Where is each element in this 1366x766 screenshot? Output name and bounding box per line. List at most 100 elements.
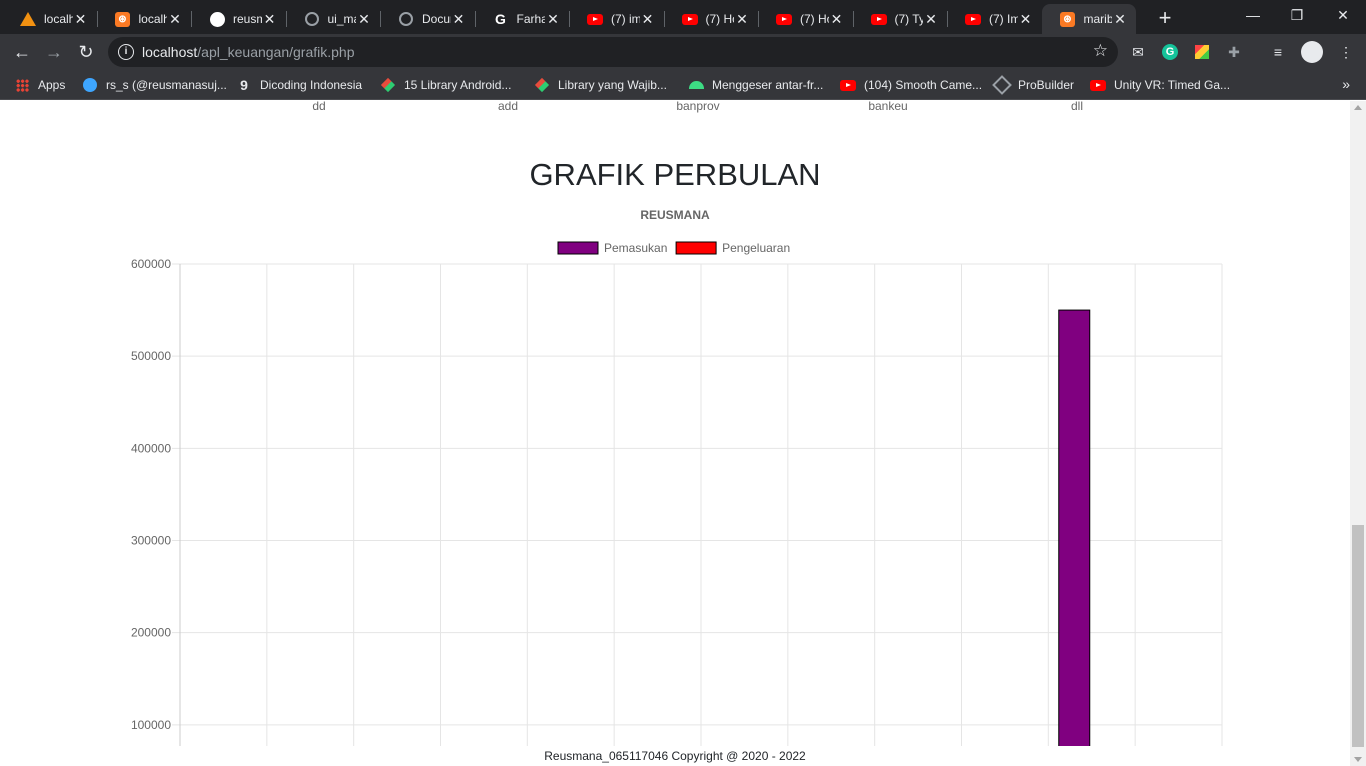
page-scrollbar[interactable]: [1350, 101, 1366, 766]
tab-close-icon[interactable]: ✕: [74, 10, 87, 27]
legend-label-pengeluaran: Pengeluaran: [722, 241, 790, 255]
ruler-icon[interactable]: ✚: [1228, 43, 1240, 60]
dicoding-icon: 9: [240, 77, 248, 93]
tab-close-icon[interactable]: ✕: [641, 10, 654, 27]
bookmark-label: Menggeser antar-fr...: [712, 78, 824, 92]
tab-close-icon[interactable]: ✕: [830, 10, 843, 27]
tab-strip: localh✕⊛localh✕reusm✕ui_ma✕Docur✕GFarhar…: [0, 0, 1366, 34]
tab-close-icon[interactable]: ✕: [925, 10, 937, 27]
youtube-icon: [587, 11, 603, 27]
bookmark-label: ProBuilder: [1018, 78, 1075, 92]
bookmark-star-icon[interactable]: ☆: [1092, 41, 1108, 60]
browser-tab[interactable]: (7) Im ✕: [947, 4, 1042, 34]
bookmark-label: Unity VR: Timed Ga...: [1114, 78, 1231, 92]
previous-chart-label: banprov: [676, 101, 720, 113]
url-text[interactable]: localhost/apl_keuangan/grafik.php: [142, 44, 355, 60]
bookmark-label: Apps: [38, 78, 66, 92]
media-queue-icon[interactable]: ≡: [1273, 44, 1283, 60]
bookmark-item[interactable]: Menggeser antar-fr...: [688, 76, 823, 94]
globe-icon: [398, 11, 414, 27]
tab-title: Docur: [422, 12, 451, 26]
tab-separator: [191, 11, 192, 27]
bookmark-item[interactable]: Apps: [14, 76, 65, 94]
google-icon: G: [495, 11, 506, 27]
youtube-icon: [870, 11, 887, 27]
bookmark-item[interactable]: 9 Dicoding Indonesia: [236, 76, 362, 94]
bookmark-item[interactable]: (104) Smooth Came...: [840, 76, 982, 94]
tab-close-icon[interactable]: ✕: [263, 10, 276, 27]
address-bar[interactable]: i localhost/apl_keuangan/grafik.php ☆: [108, 37, 1118, 67]
browser-tab[interactable]: localh ✕: [2, 4, 97, 34]
scroll-down-icon[interactable]: [1354, 757, 1362, 762]
y-tick-label: 600000: [131, 257, 171, 271]
site-info-icon[interactable]: i: [118, 44, 134, 60]
scroll-up-icon[interactable]: [1354, 105, 1362, 110]
tab-title: reusm: [233, 12, 262, 26]
xampp-icon: ⊛: [1060, 11, 1076, 27]
bookmark-label: Dicoding Indonesia: [260, 78, 363, 92]
globe-icon: [304, 11, 320, 27]
xampp-icon: ⊛: [115, 11, 131, 27]
tab-close-icon[interactable]: ✕: [1019, 10, 1032, 27]
close-window-icon[interactable]: ✕: [1337, 6, 1349, 23]
youtube-icon: [1090, 77, 1106, 93]
color-picker-icon[interactable]: [1192, 42, 1212, 62]
url-host: localhost: [142, 44, 198, 60]
previous-chart-label: dll: [1070, 101, 1084, 113]
browser-toolbar: ← → ↻ i localhost/apl_keuangan/grafik.ph…: [0, 34, 1366, 70]
profile-avatar[interactable]: [1300, 40, 1324, 64]
youtube-icon: [840, 77, 856, 93]
tab-separator: [474, 11, 476, 27]
browser-tab[interactable]: (7) Ho✕: [664, 4, 759, 34]
y-tick-label: 500000: [131, 349, 171, 363]
tab-separator: [663, 11, 665, 27]
browser-tab[interactable]: ui_ma✕: [286, 4, 381, 34]
minimize-icon[interactable]: —: [1246, 7, 1260, 23]
youtube-icon: [965, 11, 981, 27]
browser-tab[interactable]: reusm ✕: [191, 4, 286, 34]
menu-kebab-icon[interactable]: ⋮: [1339, 43, 1353, 60]
tab-separator: [947, 11, 948, 27]
monthly-bar-chart: REUSMANAPemasukanPengeluaran010000020000…: [131, 208, 1223, 746]
browser-tab[interactable]: G Farhar✕: [475, 4, 570, 34]
browser-tab[interactable]: (7) im ✕: [569, 4, 664, 34]
tab-separator: [96, 11, 98, 27]
tab-title: ui_ma: [327, 12, 357, 26]
previous-chart-label: bankeu: [868, 101, 908, 113]
bookmark-item[interactable]: ProBuilder: [992, 75, 1075, 95]
restore-icon[interactable]: ❐: [1290, 6, 1304, 23]
bookmark-item[interactable]: rs_s (@reusmanasuj...: [82, 76, 227, 94]
browser-tab[interactable]: ⊛ localh ✕: [97, 4, 192, 34]
bookmark-item[interactable]: 15 Library Android...: [380, 76, 511, 94]
extension-icon[interactable]: ✉: [1132, 43, 1144, 60]
forward-arrow-icon[interactable]: →: [45, 41, 63, 62]
tab-separator: [758, 11, 759, 27]
tab-close-icon[interactable]: ✕: [169, 10, 181, 27]
browser-tab[interactable]: ⊛ marib ✕: [1041, 4, 1136, 34]
browser-tab[interactable]: Docur✕: [380, 4, 475, 34]
grammarly-icon[interactable]: G: [1160, 42, 1180, 62]
reload-icon[interactable]: ↻: [78, 41, 94, 62]
apps-grid-icon: [14, 77, 30, 93]
new-tab-button[interactable]: +: [1158, 5, 1172, 30]
previous-chart-label: add: [497, 101, 519, 113]
bookmark-item[interactable]: Library yang Wajib...: [534, 76, 667, 94]
bookmarks-overflow-icon[interactable]: »: [1342, 76, 1350, 92]
tab-close-icon[interactable]: ✕: [358, 10, 370, 27]
footer-copyright: Reusmana_065117046 Copyright @ 2020 - 20…: [544, 749, 806, 763]
tab-close-icon[interactable]: ✕: [1114, 10, 1126, 27]
legend-label-pemasukan: Pemasukan: [604, 241, 667, 255]
tab-title: localh: [44, 12, 73, 26]
youtube-icon: [681, 11, 698, 27]
tab-close-icon[interactable]: ✕: [736, 10, 748, 27]
browser-tab[interactable]: (7) Ty ✕: [853, 4, 948, 34]
browser-tab[interactable]: (7) Ho✕: [758, 4, 853, 34]
scrollbar-thumb[interactable]: [1352, 525, 1364, 747]
tab-close-icon[interactable]: ✕: [547, 10, 559, 27]
back-arrow-icon[interactable]: ←: [13, 41, 31, 62]
bookmark-item[interactable]: Unity VR: Timed Ga...: [1090, 76, 1230, 94]
bookmarks-bar: Apps rs_s (@reusmanasuj... 9 Dicoding Indon…: [0, 70, 1366, 100]
tab-close-icon[interactable]: ✕: [452, 10, 465, 27]
diamond-icon: [380, 77, 396, 93]
tab-separator: [285, 11, 287, 27]
